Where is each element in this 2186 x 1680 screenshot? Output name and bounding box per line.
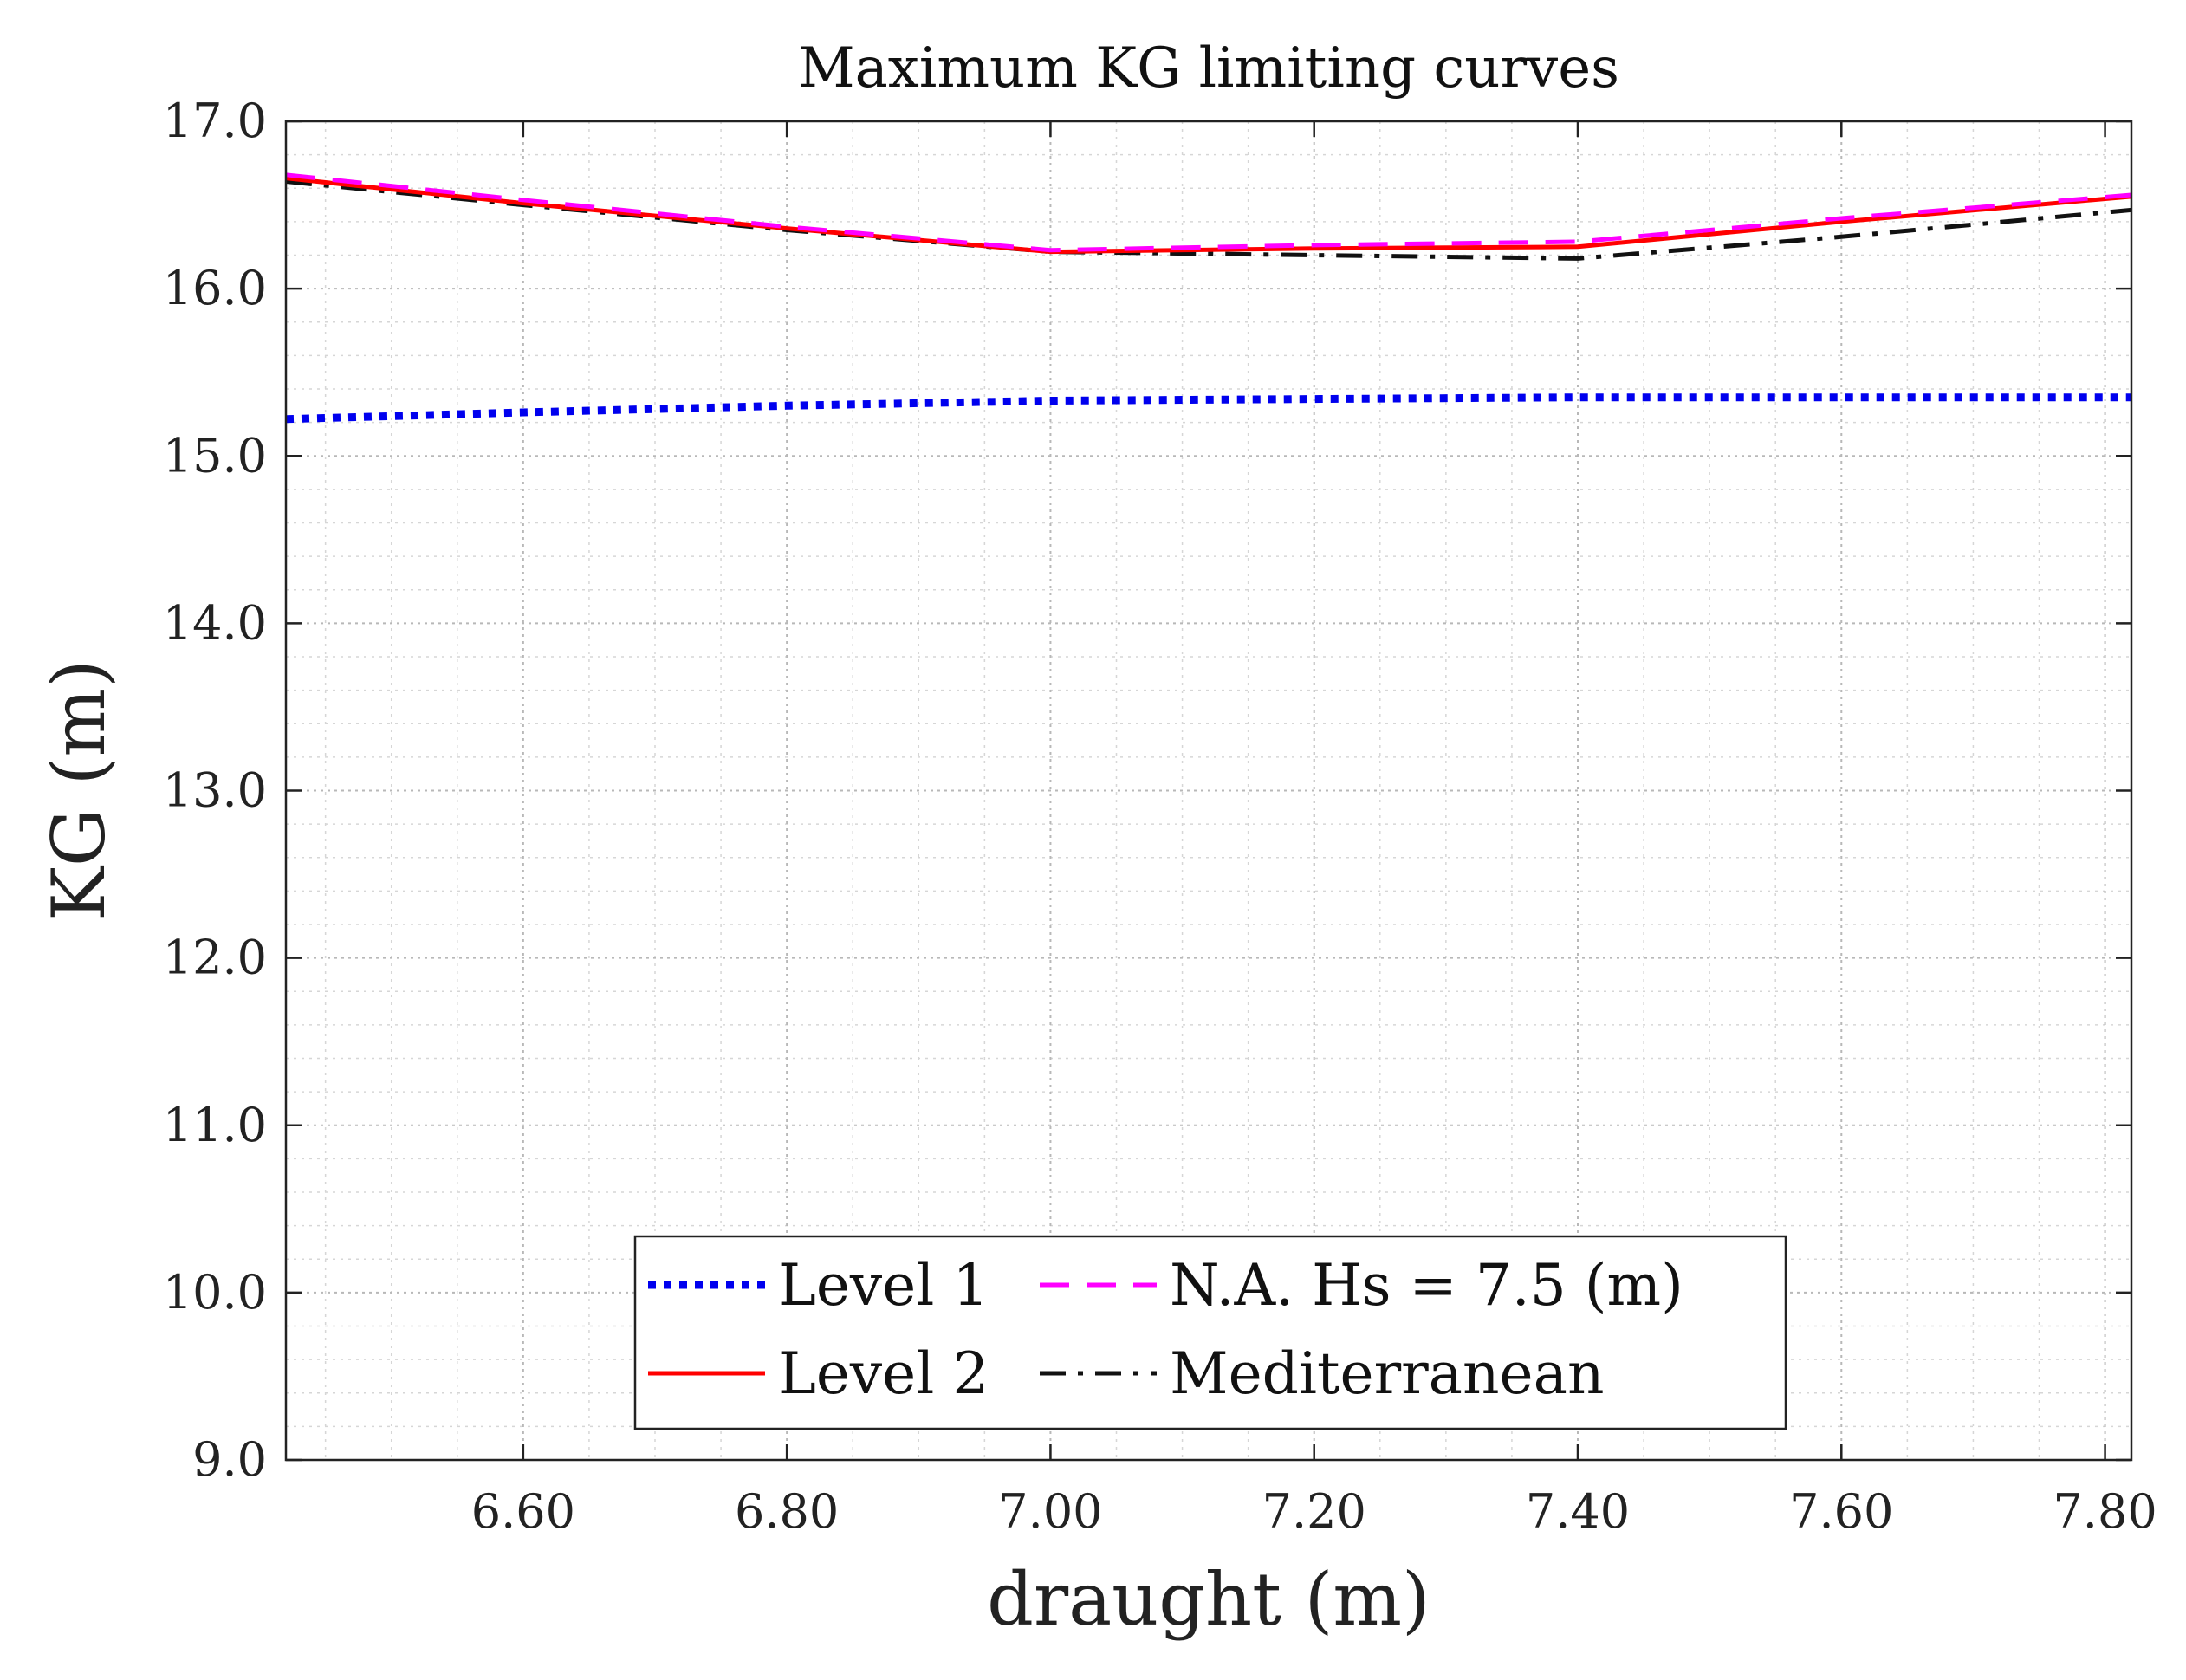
x-tick-label: 7.60 — [1789, 1484, 1893, 1539]
y-tick-label: 16.0 — [163, 261, 267, 315]
x-tick-label: 7.00 — [998, 1484, 1102, 1539]
y-tick-label: 14.0 — [163, 595, 267, 650]
x-tick-label: 7.20 — [1262, 1484, 1366, 1539]
series-line-level-2 — [285, 176, 2132, 255]
legend-label-mediterranean: Mediterranean — [1170, 1340, 1604, 1407]
x-tick-label: 7.40 — [1526, 1484, 1630, 1539]
ticks: 6.60 6.80 7.00 7.20 7.40 7.60 7.80 9.0 10.0 11.0 1… — [163, 94, 2157, 1539]
y-tick-label: 10.0 — [163, 1265, 267, 1320]
x-axis-label: draught (m) — [987, 1557, 1430, 1642]
y-tick-label: 12.0 — [163, 931, 267, 985]
y-axis-label: KG (m) — [36, 659, 121, 921]
legend-label-n-a-hs-7-5-m: N.A. Hs = 7.5 (m) — [1170, 1252, 1683, 1319]
series-layer — [285, 172, 2132, 424]
series-line-level-1 — [285, 393, 2131, 424]
x-tick-label: 7.80 — [2053, 1484, 2157, 1539]
y-tick-label: 17.0 — [163, 94, 267, 148]
legend-label-level-1: Level 1 — [778, 1252, 989, 1319]
y-tick-label: 9.0 — [192, 1432, 267, 1487]
chart-title: Maximum KG limiting curves — [798, 36, 1619, 101]
y-tick-label: 13.0 — [163, 763, 267, 818]
y-tick-label: 15.0 — [163, 428, 267, 483]
legend-label-level-2: Level 2 — [778, 1340, 989, 1407]
x-tick-label: 6.80 — [735, 1484, 839, 1539]
series-line-n-a-hs-7-5-m — [285, 172, 2132, 253]
x-tick-label: 6.60 — [471, 1484, 575, 1539]
y-tick-label: 11.0 — [163, 1098, 267, 1152]
legend-box — [633, 1235, 1787, 1430]
legend: Level 1 N.A. Hs = 7.5 (m) Level 2 Mediterra… — [633, 1235, 1787, 1430]
